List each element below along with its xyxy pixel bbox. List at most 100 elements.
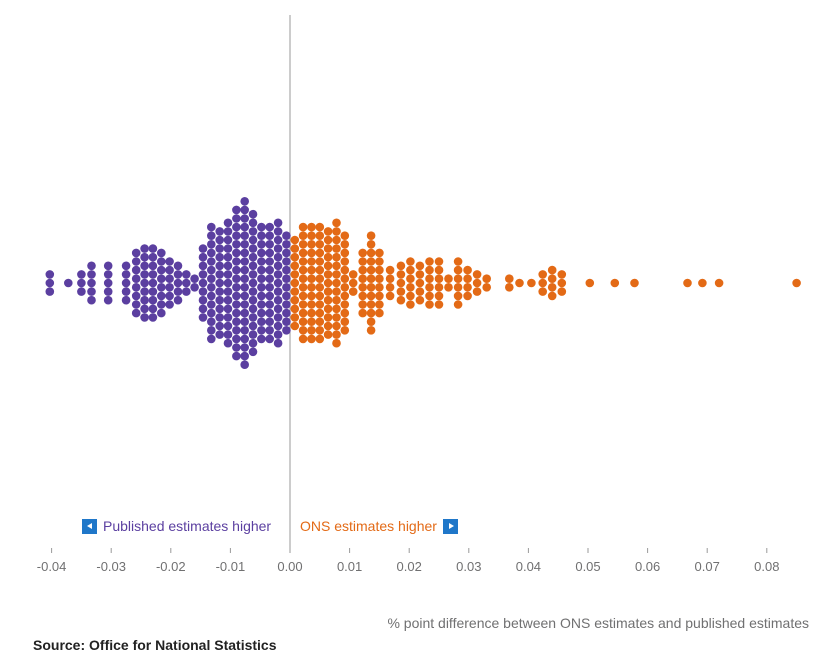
data-point	[223, 278, 233, 288]
data-point	[463, 265, 472, 275]
data-point	[538, 278, 547, 288]
data-point	[323, 235, 333, 245]
data-point	[340, 300, 350, 309]
data-point	[232, 283, 241, 292]
data-point	[148, 270, 158, 279]
data-point	[453, 265, 463, 275]
data-point	[121, 261, 131, 271]
data-point	[248, 270, 258, 279]
data-point	[366, 257, 376, 266]
data-point	[434, 265, 444, 275]
data-point	[265, 231, 275, 240]
data-point	[290, 252, 300, 262]
data-point	[396, 261, 406, 271]
data-point	[140, 295, 149, 305]
data-point	[323, 321, 333, 331]
x-tick-label: 0.04	[516, 559, 541, 574]
data-point	[290, 287, 300, 296]
data-point	[198, 252, 208, 262]
data-point	[140, 313, 149, 322]
data-point	[190, 274, 199, 284]
data-point	[240, 231, 249, 240]
data-point	[232, 265, 241, 275]
data-point	[257, 231, 266, 240]
data-point	[273, 295, 283, 305]
data-point	[358, 257, 368, 266]
data-point	[257, 326, 266, 335]
data-point	[323, 252, 333, 262]
data-point	[273, 252, 283, 262]
data-point	[406, 274, 415, 284]
data-point	[198, 261, 208, 271]
data-point	[298, 283, 308, 292]
data-point	[290, 270, 300, 279]
data-point	[103, 287, 113, 296]
data-point	[366, 248, 376, 258]
data-point	[265, 300, 275, 309]
data-point	[415, 278, 425, 288]
data-point	[240, 240, 249, 249]
data-point	[340, 248, 350, 258]
data-point	[323, 278, 333, 288]
data-point	[298, 265, 308, 275]
data-point	[315, 326, 325, 335]
data-point	[232, 231, 241, 240]
data-point	[240, 360, 249, 370]
data-point	[453, 283, 463, 292]
data-point	[307, 326, 316, 335]
data-point	[444, 274, 453, 284]
data-point	[332, 313, 341, 322]
data-point	[505, 283, 514, 292]
data-point	[265, 257, 275, 266]
data-point	[307, 274, 316, 284]
data-point	[265, 283, 275, 292]
data-point	[434, 283, 444, 292]
data-point	[348, 278, 358, 288]
data-point	[298, 317, 308, 327]
data-point	[232, 343, 241, 352]
data-point	[315, 248, 325, 258]
data-point	[157, 248, 166, 258]
data-point	[248, 321, 258, 331]
data-point	[223, 252, 233, 262]
data-point	[77, 287, 86, 296]
data-point	[366, 231, 376, 240]
data-point	[232, 326, 241, 335]
data-point	[348, 287, 358, 296]
data-point	[257, 308, 266, 318]
data-point	[248, 244, 258, 253]
data-point	[415, 261, 425, 271]
data-point	[248, 347, 258, 357]
data-point	[415, 295, 425, 305]
data-point	[240, 214, 249, 223]
data-point	[406, 265, 415, 275]
data-point	[282, 248, 291, 258]
data-point	[45, 287, 55, 296]
data-point	[298, 222, 308, 232]
data-point	[366, 291, 376, 301]
data-point	[248, 227, 258, 236]
data-point	[332, 227, 341, 236]
data-point	[282, 300, 291, 309]
data-point	[223, 244, 233, 253]
data-point	[257, 291, 266, 301]
data-point	[265, 326, 275, 335]
data-point	[282, 231, 291, 240]
data-point	[273, 235, 283, 245]
data-point	[434, 291, 444, 301]
data-point	[148, 261, 158, 271]
data-point	[232, 248, 241, 258]
data-point	[240, 222, 249, 232]
data-point	[366, 300, 376, 309]
data-point	[223, 261, 233, 271]
data-point	[298, 257, 308, 266]
data-point	[323, 313, 333, 322]
data-point	[315, 274, 325, 284]
data-point	[165, 257, 174, 266]
data-point	[173, 270, 183, 279]
x-tick-label: 0.02	[397, 559, 422, 574]
data-point	[182, 270, 191, 279]
data-point	[207, 326, 216, 335]
data-point	[323, 270, 333, 279]
data-point	[64, 278, 73, 288]
